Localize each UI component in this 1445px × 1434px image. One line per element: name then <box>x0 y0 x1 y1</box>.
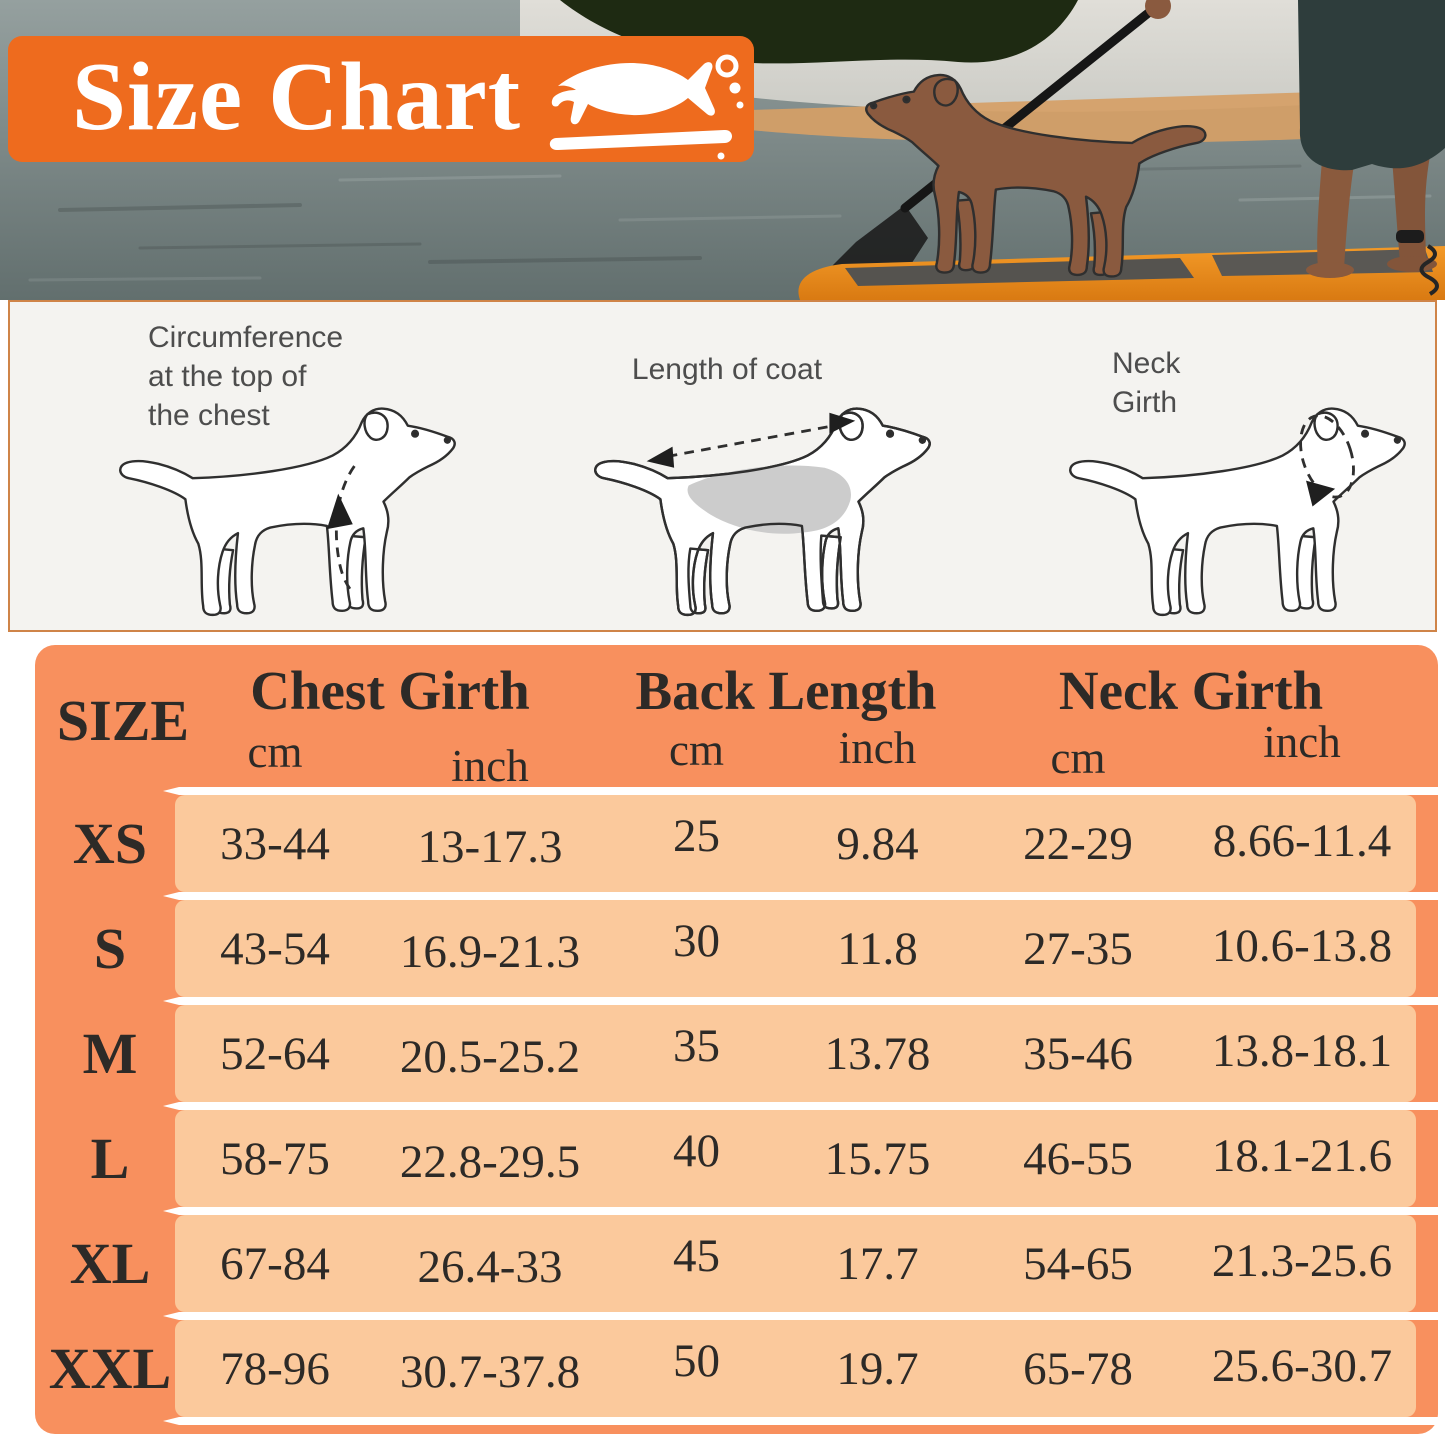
size-table: SIZE Chest Girth Back Length Neck Girth … <box>35 645 1438 1434</box>
diagram-chest-circumference: Circumference at the top of the chest <box>10 302 485 630</box>
size-chart-banner: Size Chart <box>8 36 754 162</box>
neck-girth-label: Neck Girth <box>1112 347 1181 419</box>
row-values: 52-64 20.5-25.2 35 13.78 35-46 13.8-18.1 <box>175 1005 1416 1102</box>
person-legs <box>1298 0 1445 296</box>
hero-photo: Size Chart <box>0 0 1445 300</box>
shark-icon <box>549 54 744 160</box>
table-row: S 43-54 16.9-21.3 30 11.8 27-35 10.6-13.… <box>35 900 1438 997</box>
size-label: XS <box>72 811 148 876</box>
size-label: XL <box>69 1231 151 1296</box>
col-header-chest-girth: Chest Girth <box>250 660 530 721</box>
ankle-cuff <box>1396 230 1424 243</box>
table-row: M 52-64 20.5-25.2 35 13.78 35-46 13.8-18… <box>35 1005 1438 1102</box>
dog-outline-neck-icon <box>1069 407 1406 617</box>
table-unit-headers: cm inch cm inch cm inch <box>175 717 1416 791</box>
page-title: Size Chart <box>72 43 522 150</box>
unit-chest-cm: cm <box>247 727 303 777</box>
unit-back-inch: inch <box>838 723 917 773</box>
hand <box>1145 0 1171 19</box>
size-label: M <box>82 1021 138 1086</box>
row-values: 58-75 22.8-29.5 40 15.75 46-55 18.1-21.6 <box>175 1110 1416 1207</box>
row-values: 78-96 30.7-37.8 50 19.7 65-78 25.6-30.7 <box>175 1320 1416 1417</box>
table-row: XS 33-44 13-17.3 25 9.84 22-29 8.66-11.4 <box>35 795 1438 892</box>
dog-outline-coat-icon <box>594 407 931 617</box>
measurement-diagrams: Circumference at the top of the chest Le… <box>8 300 1437 632</box>
table-group-headers: Chest Girth Back Length Neck Girth <box>175 645 1416 723</box>
leash-coil <box>1419 244 1439 296</box>
row-values: 33-44 13-17.3 25 9.84 22-29 8.66-11.4 <box>175 795 1416 892</box>
unit-chest-inch: inch <box>451 741 529 791</box>
col-header-back-length: Back Length <box>635 660 937 721</box>
back-length-label: Length of coat <box>631 353 823 386</box>
row-values: 43-54 16.9-21.3 30 11.8 27-35 10.6-13.8 <box>175 900 1416 997</box>
diagram-neck-girth: Neck Girth <box>960 302 1435 630</box>
size-label: S <box>93 916 127 981</box>
row-values: 67-84 26.4-33 45 17.7 54-65 21.3-25.6 <box>175 1215 1416 1312</box>
unit-back-cm: cm <box>669 725 724 775</box>
table-row: L 58-75 22.8-29.5 40 15.75 46-55 18.1-21… <box>35 1110 1438 1207</box>
size-label: L <box>90 1126 130 1191</box>
shorts <box>1298 0 1445 171</box>
chest-measure-label: Circumference at the top of the chest <box>148 321 344 432</box>
table-rows: XS 33-44 13-17.3 25 9.84 22-29 8.66-11.4… <box>35 795 1438 1417</box>
dog-outline-chest-icon <box>119 407 456 617</box>
table-row: XXL 78-96 30.7-37.8 50 19.7 65-78 25.6-3… <box>35 1320 1438 1417</box>
table-row: XL 67-84 26.4-33 45 17.7 54-65 21.3-25.6 <box>35 1215 1438 1312</box>
unit-neck-cm: cm <box>1050 733 1106 783</box>
col-header-neck-girth: Neck Girth <box>1058 660 1324 721</box>
diagram-back-length: Length of coat <box>485 302 960 630</box>
unit-neck-inch: inch <box>1263 717 1341 767</box>
size-column-header: SIZE <box>56 688 190 753</box>
size-label: XXL <box>48 1336 172 1401</box>
